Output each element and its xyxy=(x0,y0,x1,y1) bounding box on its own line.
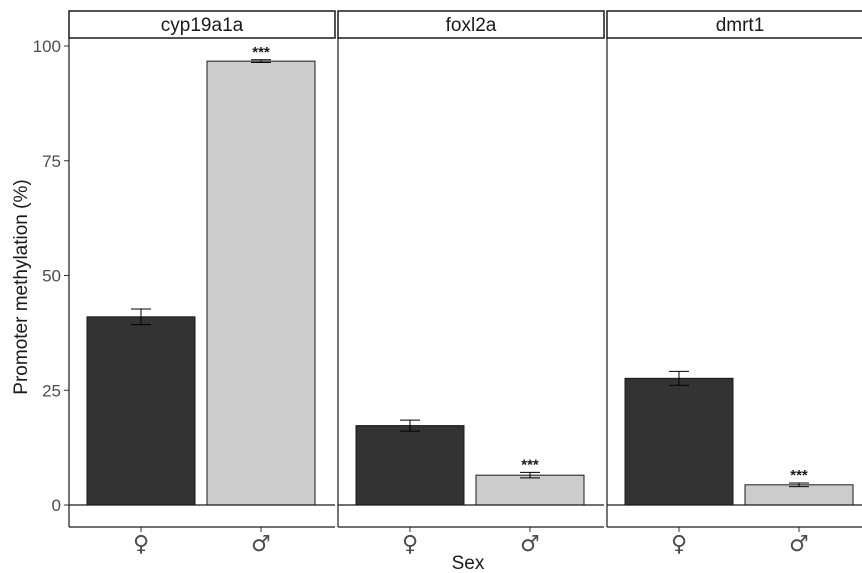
x-tick-label: ♀ xyxy=(671,532,687,557)
facet-strip xyxy=(68,10,336,39)
plot-area: 0 25 50 75 100 cyp19a1a ♀ *** ♂ foxl2a ♀ *** ♂ dmrt1 ♀… xyxy=(33,10,862,557)
y-tick-label: 25 xyxy=(42,381,61,400)
bar xyxy=(86,316,196,506)
facet-strip-label: dmrt1 xyxy=(716,15,765,36)
x-tick-label: ♂ xyxy=(251,532,271,557)
y-tick-label: 100 xyxy=(33,37,61,56)
facet-strip-label: cyp19a1a xyxy=(161,15,244,36)
bar xyxy=(475,474,585,506)
y-tick-label: 0 xyxy=(52,496,61,515)
bar xyxy=(355,425,465,506)
significance-label: *** xyxy=(790,467,808,484)
x-tick-label: ♂ xyxy=(789,532,809,557)
x-tick-label: ♂ xyxy=(520,532,540,557)
y-tick-label: 75 xyxy=(42,152,61,171)
facet-strip xyxy=(337,10,605,39)
x-axis-title: Sex xyxy=(452,553,485,573)
bar xyxy=(624,377,734,506)
facet-strip-label: foxl2a xyxy=(446,15,497,36)
x-tick-label: ♀ xyxy=(133,532,149,557)
x-tick-label: ♀ xyxy=(402,532,418,557)
significance-label: *** xyxy=(252,44,270,61)
bar xyxy=(206,60,316,506)
y-tick-label: 50 xyxy=(42,267,61,286)
y-axis-title: Promoter methylation (%) xyxy=(11,179,32,394)
bar xyxy=(744,484,854,506)
significance-label: *** xyxy=(521,456,539,473)
facet-strip xyxy=(606,10,862,39)
